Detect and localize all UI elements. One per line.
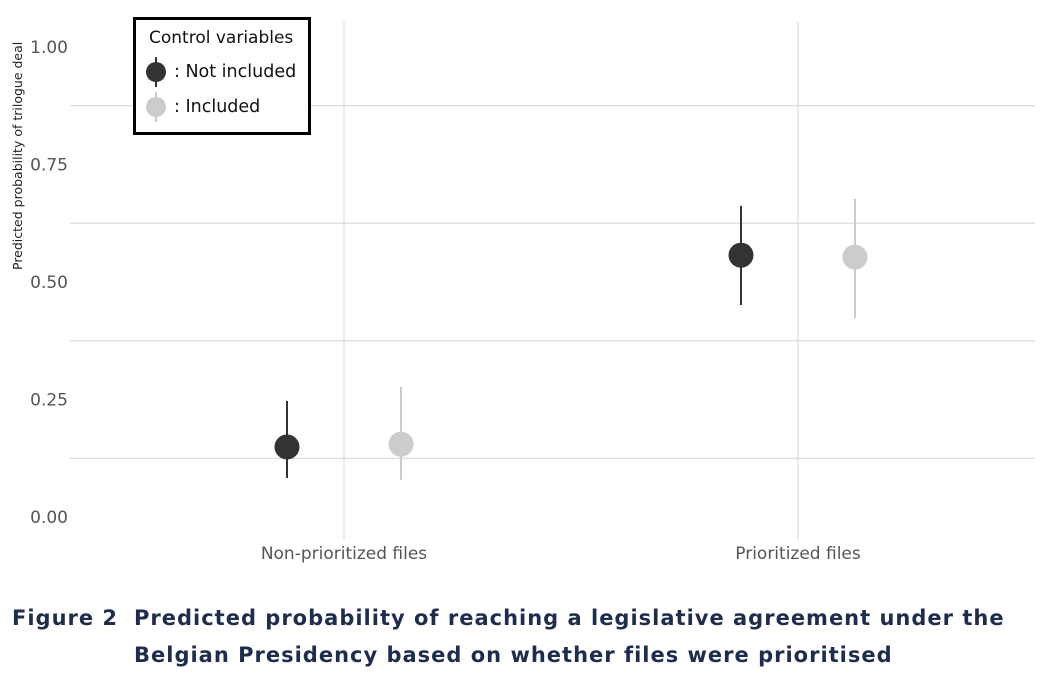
y-axis-label: Predicted probability of trilogue deal	[10, 42, 25, 270]
x-tick-label: Prioritized files	[735, 544, 861, 564]
caption-line-2: Belgian Presidency based on whether file…	[134, 643, 893, 667]
legend-title: Control variables	[149, 28, 294, 48]
legend: Control variables : Not included : Inclu…	[133, 17, 311, 135]
figure-caption: Figure 2 Predicted probability of reachin…	[12, 600, 1005, 674]
y-tick-label: 0.75	[30, 156, 68, 176]
y-tick-label: 1.00	[30, 38, 68, 58]
legend-label: : Included	[174, 97, 261, 117]
legend-label: : Not included	[174, 62, 297, 82]
x-tick-label: Non-prioritized files	[261, 544, 427, 564]
data-point	[728, 242, 754, 268]
legend-dark-point-icon	[146, 57, 166, 87]
y-tick-label: 0.50	[30, 273, 68, 293]
legend-item-not-included: : Not included	[146, 57, 297, 87]
legend-light-point-icon	[146, 92, 166, 122]
y-tick-label: 0.25	[30, 391, 68, 411]
data-point	[388, 431, 414, 457]
legend-item-included: : Included	[146, 92, 261, 122]
data-point	[842, 244, 868, 270]
chart-plot: 0.00 0.25 0.50 0.75 1.00 Non-prioritized fil…	[10, 22, 1035, 564]
y-tick-label: 0.00	[30, 508, 68, 528]
figure-number: Figure 2	[12, 606, 119, 630]
caption-line-1: Predicted probability of reaching a legi…	[134, 606, 1005, 630]
data-point	[274, 434, 300, 460]
